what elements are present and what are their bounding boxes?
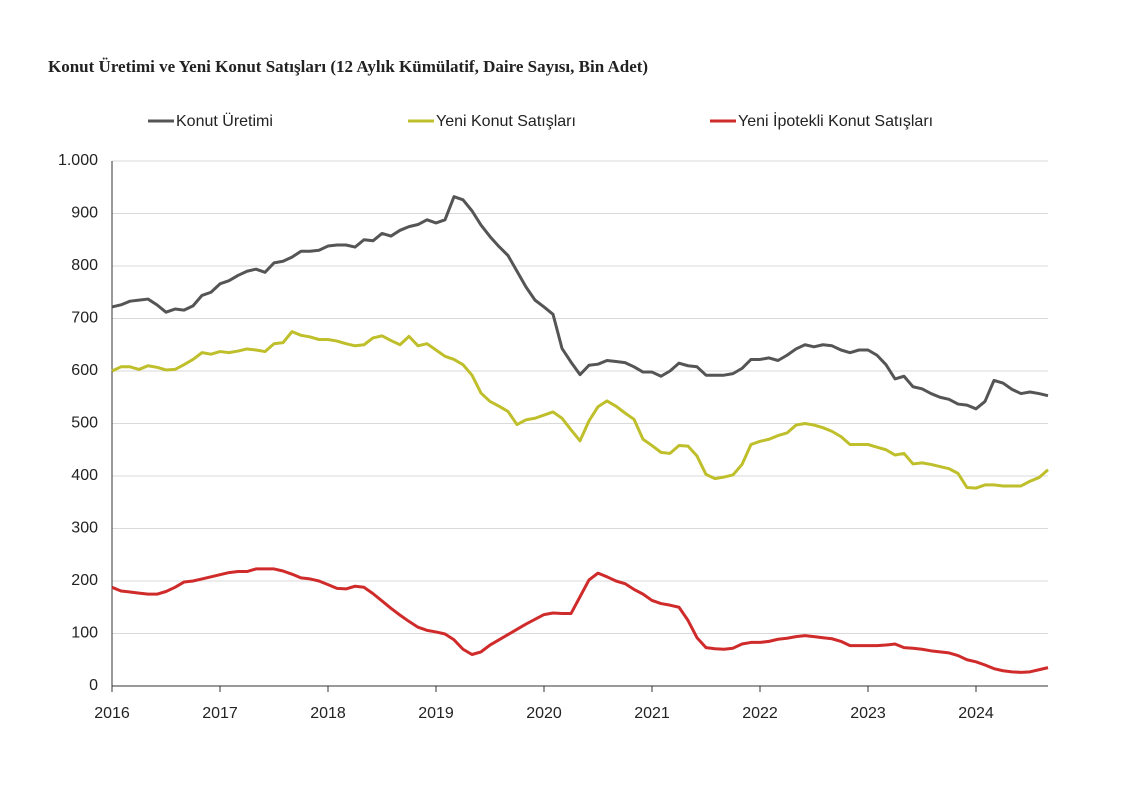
legend-label: Yeni Konut Satışları [436, 113, 576, 130]
y-tick-label: 900 [71, 205, 98, 222]
y-tick-label: 1.000 [58, 152, 98, 169]
y-tick-label: 0 [89, 677, 98, 694]
x-tick-label: 2023 [850, 705, 886, 722]
y-tick-label: 400 [71, 467, 98, 484]
chart-title: Konut Üretimi ve Yeni Konut Satışları (1… [48, 57, 648, 76]
y-tick-label: 300 [71, 520, 98, 537]
series-line [111, 567, 1049, 674]
x-tick-label: 2017 [202, 705, 238, 722]
x-tick-label: 2021 [634, 705, 670, 722]
x-tick-label: 2024 [958, 705, 994, 722]
legend-label: Yeni İpotekli Konut Satışları [738, 111, 933, 130]
series-line [111, 195, 1049, 411]
legend-label: Konut Üretimi [176, 112, 273, 130]
x-tick-label: 2018 [310, 705, 346, 722]
x-tick-label: 2016 [94, 705, 130, 722]
x-tick-label: 2019 [418, 705, 454, 722]
y-tick-label: 800 [71, 257, 98, 274]
y-tick-label: 600 [71, 362, 98, 379]
y-tick-label: 700 [71, 310, 98, 327]
y-tick-label: 200 [71, 572, 98, 589]
x-tick-label: 2022 [742, 705, 778, 722]
x-tick-label: 2020 [526, 705, 562, 722]
y-tick-label: 500 [71, 415, 98, 432]
y-tick-label: 100 [71, 625, 98, 642]
series-line [111, 330, 1049, 490]
